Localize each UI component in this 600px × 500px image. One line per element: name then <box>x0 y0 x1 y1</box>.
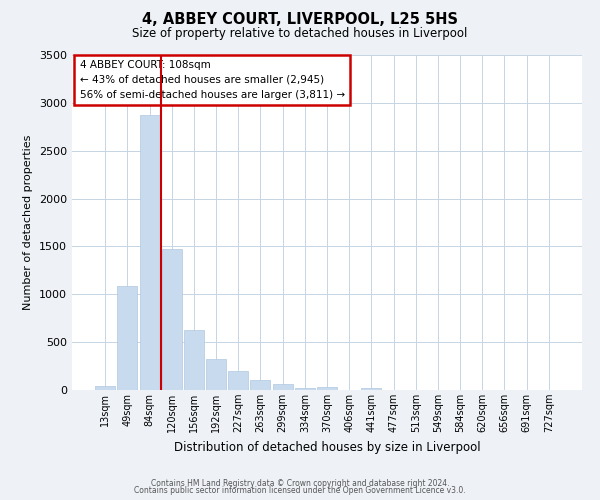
X-axis label: Distribution of detached houses by size in Liverpool: Distribution of detached houses by size … <box>173 440 481 454</box>
Bar <box>361 388 382 390</box>
Y-axis label: Number of detached properties: Number of detached properties <box>23 135 34 310</box>
Bar <box>140 116 160 390</box>
Text: 4 ABBEY COURT: 108sqm
← 43% of detached houses are smaller (2,945)
56% of semi-d: 4 ABBEY COURT: 108sqm ← 43% of detached … <box>80 60 345 100</box>
Bar <box>162 250 182 390</box>
Text: Contains HM Land Registry data © Crown copyright and database right 2024.: Contains HM Land Registry data © Crown c… <box>151 478 449 488</box>
Bar <box>272 384 293 390</box>
Text: Size of property relative to detached houses in Liverpool: Size of property relative to detached ho… <box>133 28 467 40</box>
Bar <box>317 386 337 390</box>
Text: 4, ABBEY COURT, LIVERPOOL, L25 5HS: 4, ABBEY COURT, LIVERPOOL, L25 5HS <box>142 12 458 28</box>
Bar <box>228 372 248 390</box>
Bar <box>295 388 315 390</box>
Bar <box>206 359 226 390</box>
Bar <box>250 380 271 390</box>
Bar <box>118 286 137 390</box>
Bar <box>184 330 204 390</box>
Text: Contains public sector information licensed under the Open Government Licence v3: Contains public sector information licen… <box>134 486 466 495</box>
Bar <box>95 386 115 390</box>
